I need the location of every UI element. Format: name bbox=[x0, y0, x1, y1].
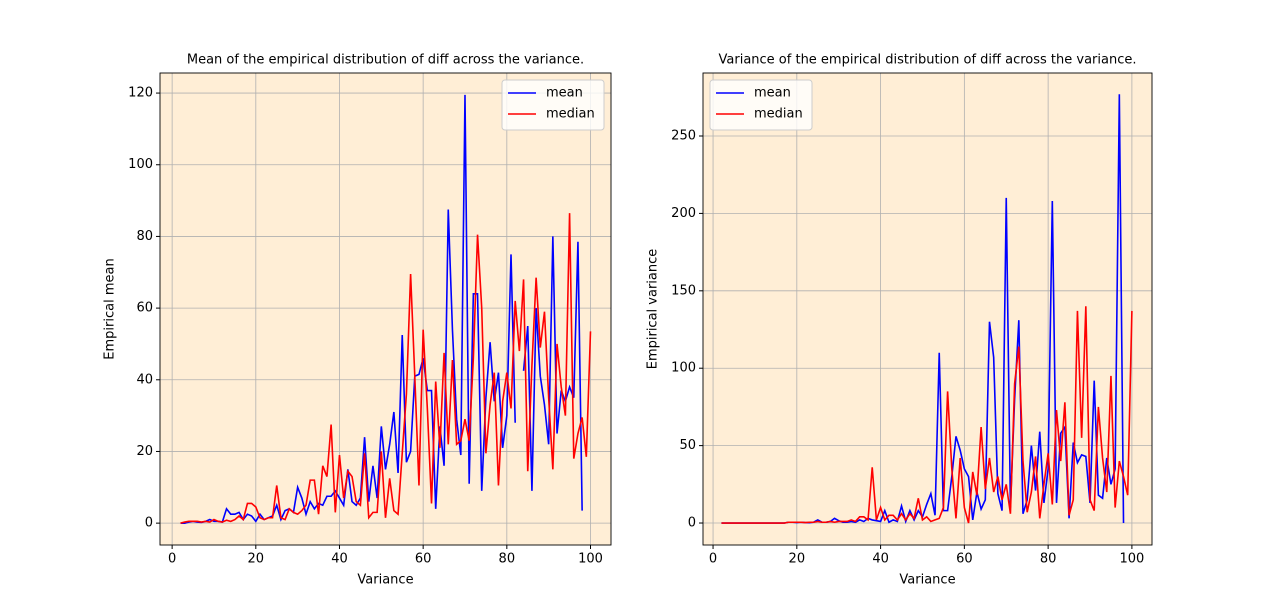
x-tick-label: 60 bbox=[956, 552, 973, 567]
legend-label: mean bbox=[546, 86, 583, 101]
plot-background bbox=[160, 73, 611, 545]
y-axis-label: Empirical mean bbox=[103, 258, 118, 359]
y-tick-label: 50 bbox=[679, 438, 696, 453]
chart-title: Variance of the empirical distribution o… bbox=[719, 53, 1137, 68]
y-tick-label: 100 bbox=[128, 157, 153, 172]
x-tick-label: 0 bbox=[709, 552, 717, 567]
y-tick-label: 0 bbox=[688, 516, 696, 531]
legend-label: mean bbox=[754, 86, 791, 101]
x-tick-label: 100 bbox=[578, 552, 603, 567]
y-tick-label: 80 bbox=[136, 229, 153, 244]
legend-label: median bbox=[546, 107, 595, 122]
axes-frame bbox=[159, 72, 612, 546]
x-tick-label: 40 bbox=[872, 552, 889, 567]
y-tick-label: 200 bbox=[671, 206, 696, 221]
y-tick-label: 20 bbox=[136, 444, 153, 459]
x-tick-label: 20 bbox=[248, 552, 265, 567]
chart-title: Mean of the empirical distribution of di… bbox=[187, 53, 584, 68]
x-axis-label: Variance bbox=[357, 573, 413, 588]
y-tick-label: 120 bbox=[128, 86, 153, 101]
x-tick-label: 80 bbox=[499, 552, 516, 567]
plot-background bbox=[703, 73, 1152, 545]
data-line bbox=[180, 213, 592, 524]
data-line bbox=[721, 306, 1133, 524]
x-tick-label: 20 bbox=[789, 552, 806, 567]
x-axis-label: Variance bbox=[899, 573, 955, 588]
y-tick-label: 100 bbox=[671, 361, 696, 376]
y-tick-label: 150 bbox=[671, 283, 696, 298]
y-tick-label: 250 bbox=[671, 129, 696, 144]
y-axis-label: Empirical variance bbox=[646, 249, 661, 370]
legend-label: median bbox=[754, 107, 803, 122]
y-tick-label: 0 bbox=[145, 516, 153, 531]
x-tick-label: 80 bbox=[1040, 552, 1057, 567]
x-tick-label: 60 bbox=[415, 552, 432, 567]
y-tick-label: 60 bbox=[136, 301, 153, 316]
x-tick-label: 40 bbox=[331, 552, 348, 567]
axes-frame bbox=[702, 72, 1153, 546]
x-tick-label: 0 bbox=[168, 552, 176, 567]
x-tick-label: 100 bbox=[1119, 552, 1144, 567]
y-tick-label: 40 bbox=[136, 372, 153, 387]
